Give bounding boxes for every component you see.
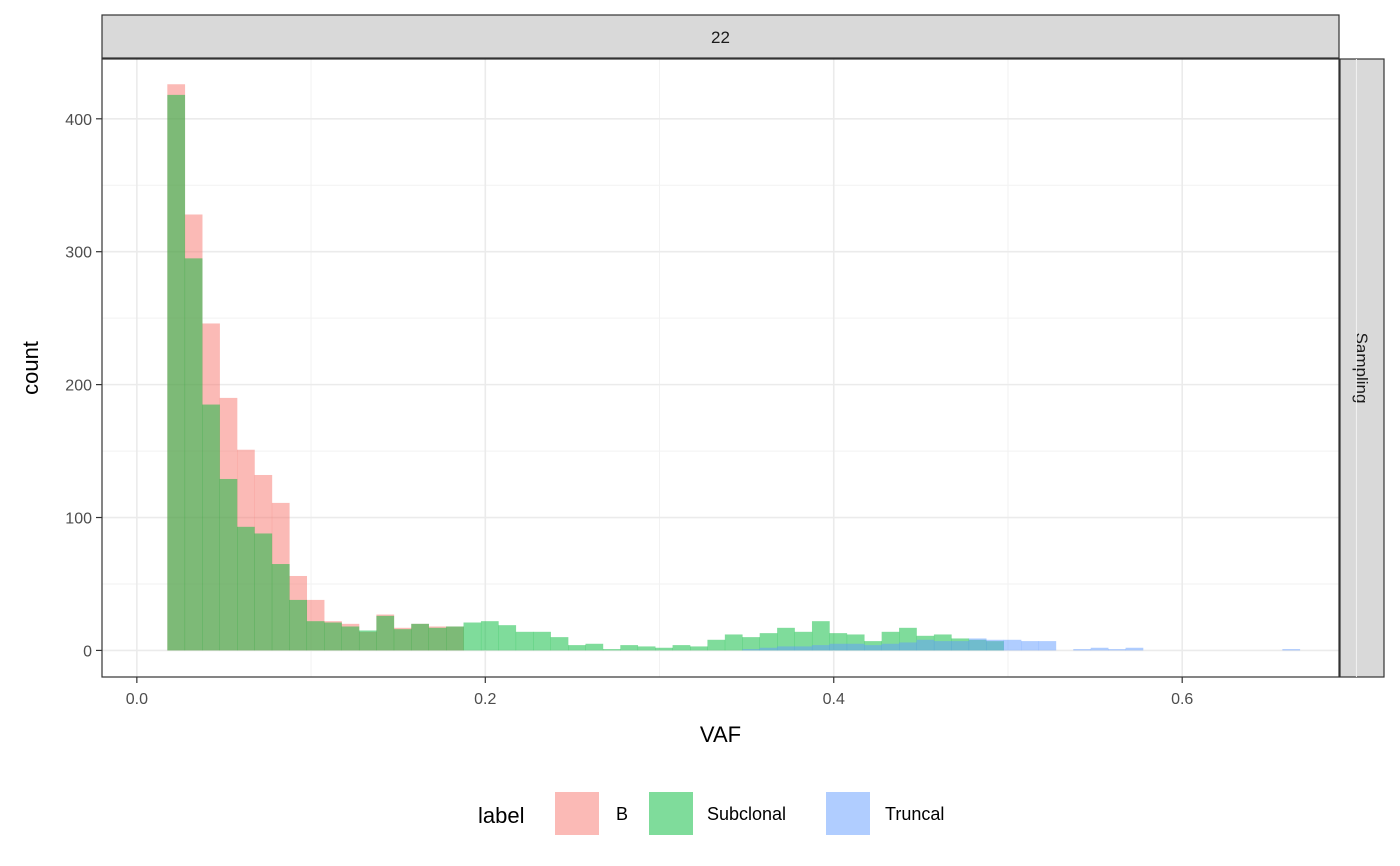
bar-subclonal — [219, 478, 238, 651]
bar-subclonal — [602, 649, 621, 651]
bar-subclonal — [306, 621, 325, 651]
bar-subclonal — [167, 94, 186, 651]
bar-truncal — [1108, 649, 1126, 651]
legend-key-subclonal — [649, 792, 693, 835]
bar-subclonal — [585, 643, 604, 651]
bar-subclonal — [184, 258, 203, 651]
bar-truncal — [951, 641, 970, 651]
bar-subclonal — [324, 622, 342, 651]
y-axis: 0 100 200 300 400 — [65, 112, 102, 660]
bar-truncal — [968, 638, 987, 651]
bar-subclonal — [515, 631, 534, 651]
histogram-bars — [167, 84, 1301, 651]
x-axis-title: VAF — [700, 722, 741, 747]
bar-subclonal — [637, 646, 656, 651]
bar-subclonal — [446, 626, 464, 651]
facet-label-right: Sampling — [1352, 333, 1371, 404]
bar-subclonal — [202, 404, 220, 651]
bar-subclonal — [811, 621, 830, 651]
x-tick-label: 0.0 — [126, 691, 148, 708]
plot-panel — [102, 59, 1339, 677]
legend-label-truncal: Truncal — [885, 804, 944, 824]
bar-subclonal — [707, 639, 726, 651]
bar-subclonal — [376, 615, 395, 651]
facet-label-top: 22 — [711, 28, 730, 47]
bar-subclonal — [289, 599, 308, 651]
bar-subclonal — [393, 629, 412, 651]
bar-truncal — [864, 645, 882, 651]
bar-subclonal — [655, 647, 673, 651]
bar-truncal — [1282, 649, 1301, 651]
plot-panel-border — [101, 58, 1340, 678]
x-axis: 0.0 0.2 0.4 0.6 — [126, 677, 1193, 708]
bar-subclonal — [480, 621, 499, 651]
bar-subclonal — [759, 633, 778, 651]
bar-subclonal — [237, 526, 255, 651]
bar-truncal — [986, 639, 1004, 651]
facet-strip-right — [1339, 58, 1385, 678]
legend-key-truncal — [826, 792, 870, 835]
bar-truncal — [811, 645, 830, 651]
bar-subclonal — [724, 634, 743, 651]
bar-subclonal — [672, 645, 691, 651]
bar-subclonal — [271, 564, 290, 651]
y-tick-label: 0 — [83, 643, 92, 660]
bar-subclonal — [620, 645, 639, 651]
y-tick-label: 100 — [65, 511, 92, 528]
x-tick-label: 0.4 — [823, 691, 845, 708]
legend-key-b — [555, 792, 599, 835]
bar-truncal — [1090, 647, 1109, 651]
bar-subclonal — [498, 625, 517, 651]
bar-truncal — [742, 649, 761, 651]
facet-strip-top — [101, 14, 1340, 59]
bar-truncal — [1038, 641, 1057, 651]
bar-subclonal — [690, 646, 708, 651]
bar-subclonal — [341, 626, 360, 651]
bar-subclonal — [777, 627, 795, 651]
bar-subclonal — [428, 627, 447, 651]
legend-label-b: B — [616, 804, 628, 824]
bar-subclonal — [794, 631, 813, 651]
bar-truncal — [899, 642, 917, 651]
legend-title: label — [478, 803, 524, 828]
bar-subclonal — [254, 533, 273, 651]
bar-subclonal — [533, 631, 551, 651]
bar-subclonal — [358, 630, 377, 651]
x-tick-label: 0.6 — [1171, 691, 1193, 708]
y-tick-label: 300 — [65, 245, 92, 262]
bar-subclonal — [411, 623, 429, 651]
bar-truncal — [794, 646, 813, 651]
bar-truncal — [829, 643, 848, 651]
x-tick-label: 0.2 — [474, 691, 496, 708]
bar-subclonal — [550, 637, 569, 651]
bar-truncal — [846, 643, 865, 651]
bar-subclonal — [568, 645, 586, 651]
bar-subclonal — [463, 622, 482, 651]
legend: label B Subclonal Truncal — [478, 792, 944, 835]
bar-truncal — [1125, 647, 1144, 651]
y-tick-label: 400 — [65, 112, 92, 129]
bar-truncal — [759, 647, 778, 651]
bar-subclonal — [742, 637, 761, 651]
legend-label-subclonal: Subclonal — [707, 804, 786, 824]
bar-truncal — [881, 643, 900, 651]
bar-truncal — [1003, 639, 1022, 651]
bar-truncal — [1073, 649, 1092, 651]
bar-truncal — [1021, 641, 1039, 651]
y-axis-title: count — [18, 341, 43, 395]
bar-truncal — [777, 646, 795, 651]
bar-truncal — [916, 639, 935, 651]
bar-truncal — [933, 641, 952, 651]
y-tick-label: 200 — [65, 378, 92, 395]
